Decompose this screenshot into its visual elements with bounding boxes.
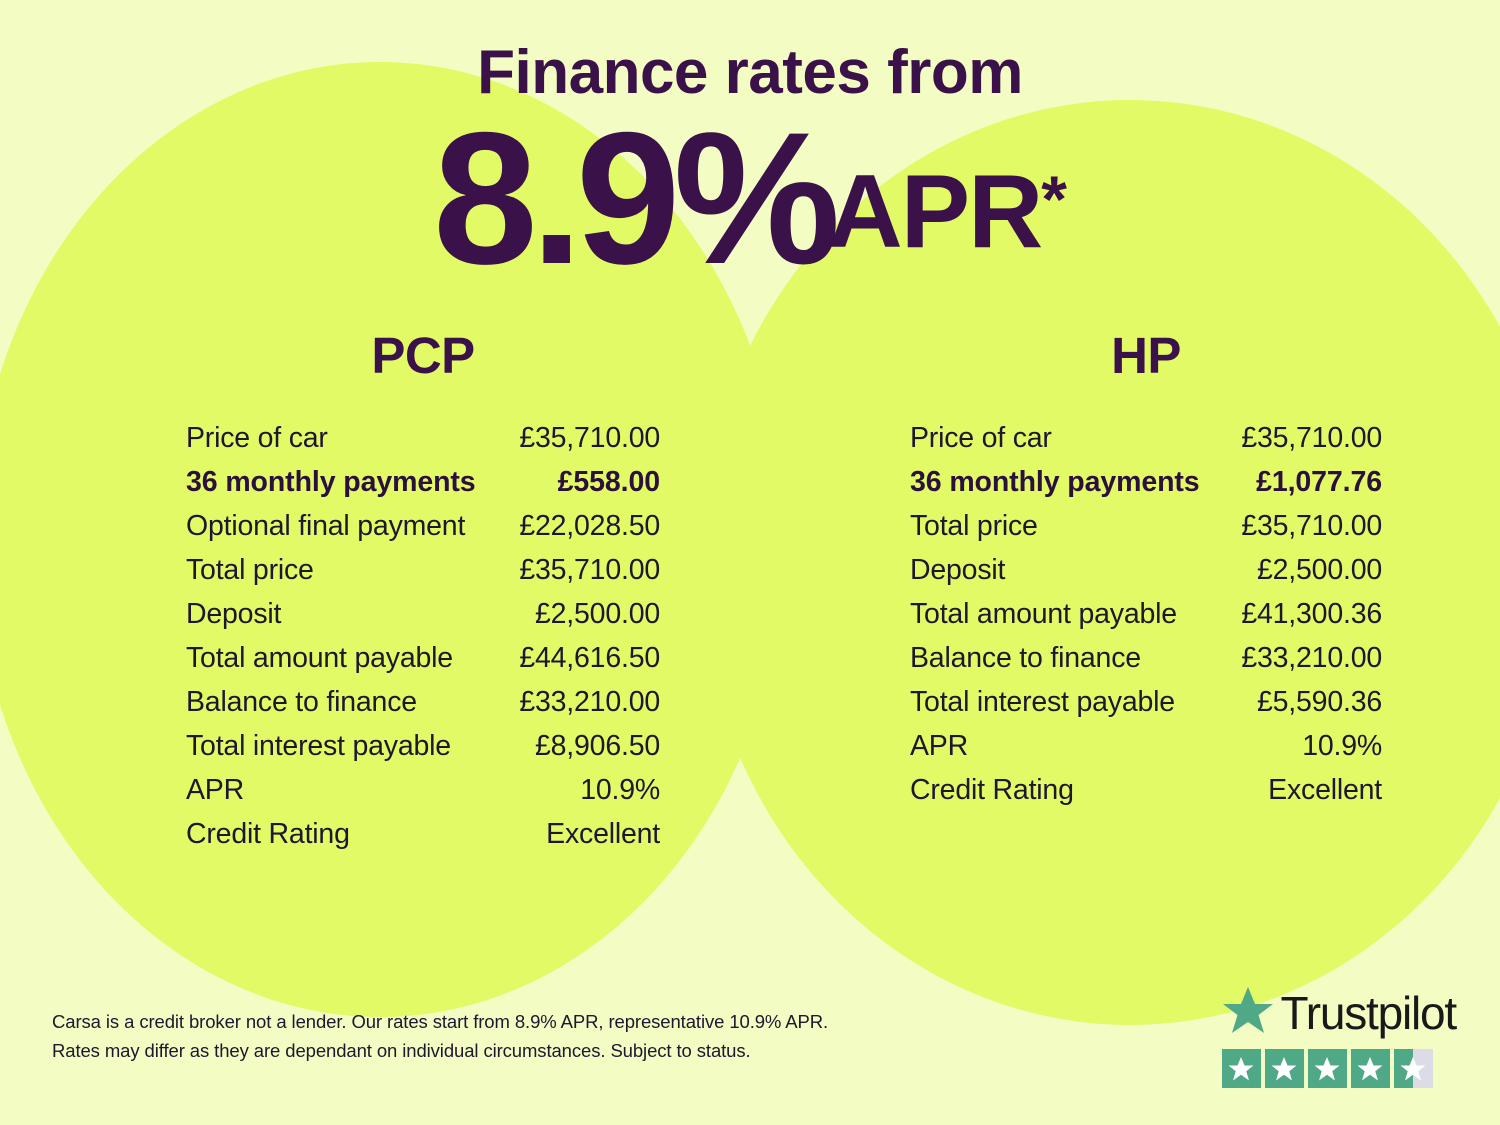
row-label: Deposit [910, 554, 1006, 587]
row-label: Price of car [186, 422, 328, 455]
table-row: Credit Rating Excellent [910, 769, 1382, 813]
apr-unit: APR [827, 153, 1044, 270]
table-row: Price of car £35,710.00 [910, 417, 1382, 461]
row-value: £33,210.00 [1241, 642, 1382, 675]
finance-table-pcp: PCP Price of car £35,710.00 36 monthly p… [26, 326, 750, 857]
table-row: Total price £35,710.00 [910, 505, 1382, 549]
row-label: Total price [186, 554, 314, 587]
table-row: Deposit £2,500.00 [186, 593, 660, 637]
star-icon-filled [1307, 1049, 1347, 1088]
table-row: Total interest payable £5,590.36 [910, 681, 1382, 725]
star-icon-half [1393, 1049, 1433, 1088]
row-label: Balance to finance [910, 642, 1141, 675]
row-value: £1,077.76 [1256, 466, 1382, 499]
disclaimer-line-1: Carsa is a credit broker not a lender. O… [52, 1011, 829, 1032]
table-row: Optional final payment £22,028.50 [186, 505, 660, 549]
row-label: Total amount payable [186, 642, 453, 675]
row-value: £44,616.50 [519, 642, 660, 675]
row-value: £35,710.00 [1241, 510, 1382, 543]
row-label: APR [910, 730, 969, 763]
table-title-hp: HP [1111, 326, 1181, 384]
table-row: Total interest payable £8,906.50 [186, 725, 660, 769]
table-row: Total amount payable £44,616.50 [186, 637, 660, 681]
row-label: 36 monthly payments [186, 466, 476, 499]
apr-asterisk: * [1041, 162, 1067, 236]
row-value: £35,710.00 [519, 422, 660, 455]
table-row: 36 monthly payments £1,077.76 [910, 461, 1382, 505]
table-row: 36 monthly payments £558.00 [186, 461, 660, 505]
finance-table-hp: HP Price of car £35,710.00 36 monthly pa… [750, 326, 1474, 857]
table-row: Total amount payable £41,300.36 [910, 593, 1382, 637]
finance-tables: PCP Price of car £35,710.00 36 monthly p… [0, 326, 1500, 857]
trustpilot-wordmark-text: Trustpilot [1280, 986, 1458, 1039]
row-value: £5,590.36 [1257, 686, 1382, 719]
hp-table: Price of car £35,710.00 36 monthly payme… [910, 417, 1382, 813]
row-label: Total price [910, 510, 1038, 543]
row-value: Excellent [1268, 774, 1382, 807]
row-value: £2,500.00 [535, 598, 660, 631]
table-title-pcp: PCP [371, 326, 475, 384]
page-title: Finance rates from [477, 38, 1023, 107]
table-row: Price of car £35,710.00 [186, 417, 660, 461]
row-value: £35,710.00 [1241, 422, 1382, 455]
trustpilot-rating[interactable]: Trustpilot [1221, 985, 1458, 1088]
row-label: Balance to finance [186, 686, 417, 719]
row-label: APR [186, 774, 245, 807]
row-label: Credit Rating [910, 774, 1074, 807]
row-value: 10.9% [1302, 730, 1382, 763]
row-label: Total interest payable [910, 686, 1175, 719]
row-value: Excellent [546, 818, 660, 851]
table-row: APR 10.9% [186, 769, 660, 813]
table-row: Balance to finance £33,210.00 [186, 681, 660, 725]
row-label: Price of car [910, 422, 1052, 455]
row-value: £22,028.50 [519, 510, 660, 543]
star-icon-filled [1350, 1049, 1390, 1088]
trustpilot-star-icon [1222, 985, 1274, 1040]
table-row: Balance to finance £33,210.00 [910, 637, 1382, 681]
row-value: £41,300.36 [1241, 598, 1382, 631]
row-value: £33,210.00 [519, 686, 660, 719]
table-row: Credit Rating Excellent [186, 813, 660, 857]
star-icon-filled [1264, 1049, 1304, 1088]
trustpilot-logo: Trustpilot [1222, 985, 1458, 1040]
trustpilot-star-rating [1221, 1049, 1456, 1088]
row-label: Optional final payment [186, 510, 466, 543]
table-row: Deposit £2,500.00 [910, 549, 1382, 593]
star-icon-filled [1221, 1049, 1261, 1088]
row-label: Credit Rating [186, 818, 350, 851]
row-value: £2,500.00 [1257, 554, 1382, 587]
pcp-table: Price of car £35,710.00 36 monthly payme… [186, 417, 660, 857]
disclaimer-text: Carsa is a credit broker not a lender. O… [52, 985, 828, 1065]
table-row: APR 10.9% [910, 725, 1382, 769]
row-value: £35,710.00 [519, 554, 660, 587]
row-value: £8,906.50 [535, 730, 660, 763]
apr-value: 8.9% [433, 93, 841, 303]
background-circle-right [700, 100, 1500, 1025]
row-label: Total interest payable [186, 730, 451, 763]
row-label: Deposit [186, 598, 282, 631]
footer: Carsa is a credit broker not a lender. O… [0, 985, 1500, 1125]
disclaimer-line-2: Rates may differ as they are dependant o… [52, 1040, 751, 1062]
apr-hero: 8.9% APR * [0, 93, 1500, 303]
row-label: Total amount payable [910, 598, 1177, 631]
table-row: Total price £35,710.00 [186, 549, 660, 593]
row-label: 36 monthly payments [910, 466, 1200, 499]
row-value: 10.9% [580, 774, 660, 807]
row-value: £558.00 [557, 466, 660, 499]
background-circle-left [0, 62, 785, 1017]
